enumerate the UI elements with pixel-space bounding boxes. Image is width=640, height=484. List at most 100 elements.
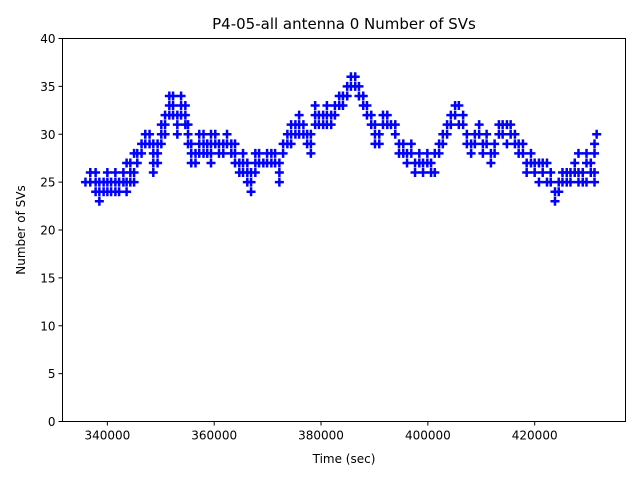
data-point — [168, 101, 178, 111]
data-point — [446, 120, 456, 130]
data-point — [183, 120, 193, 130]
data-point — [382, 110, 392, 120]
data-point — [570, 158, 580, 168]
x-axis-label: Time (sec) — [312, 452, 376, 466]
data-point — [482, 139, 492, 149]
y-tick-label: 5 — [48, 367, 56, 381]
data-point — [398, 139, 408, 149]
data-point — [160, 129, 170, 139]
data-point — [246, 187, 256, 197]
data-point — [183, 129, 193, 139]
data-point — [153, 158, 163, 168]
data-point — [550, 196, 560, 206]
data-point — [518, 139, 528, 149]
x-tick-label: 420000 — [512, 429, 558, 443]
data-point — [206, 148, 216, 158]
data-point — [274, 158, 284, 168]
data-point — [250, 168, 260, 178]
data-point — [306, 139, 316, 149]
data-point — [137, 148, 147, 158]
x-tick-label: 400000 — [405, 429, 451, 443]
data-point — [590, 139, 600, 149]
data-point — [458, 120, 468, 130]
data-point — [402, 158, 412, 168]
y-tick-label: 10 — [40, 319, 55, 333]
data-point — [306, 129, 316, 139]
data-point — [238, 148, 248, 158]
data-point — [160, 120, 170, 130]
data-point — [482, 129, 492, 139]
data-point — [450, 110, 460, 120]
data-point — [542, 158, 552, 168]
data-point — [322, 101, 332, 111]
data-point — [102, 168, 112, 178]
data-point — [554, 187, 564, 197]
data-point — [370, 120, 380, 130]
data-point — [454, 101, 464, 111]
data-point — [565, 177, 575, 187]
data-point — [218, 148, 228, 158]
y-axis-label: Number of SVs — [14, 185, 28, 274]
data-point — [358, 91, 368, 101]
data-points — [80, 72, 602, 206]
data-point — [458, 110, 468, 120]
data-point — [590, 168, 600, 178]
y-tick-label: 30 — [40, 128, 55, 142]
data-point — [306, 148, 316, 158]
data-point — [406, 139, 416, 149]
data-point — [510, 129, 520, 139]
data-point — [91, 168, 101, 178]
data-point — [206, 158, 216, 168]
data-point — [246, 177, 256, 187]
data-point — [526, 148, 536, 158]
data-point — [129, 177, 139, 187]
data-point — [310, 101, 320, 111]
data-point — [191, 158, 201, 168]
data-point — [530, 168, 540, 178]
data-point — [538, 168, 548, 178]
data-point — [426, 158, 436, 168]
data-point — [326, 120, 336, 130]
data-point — [274, 177, 284, 187]
data-point — [414, 148, 424, 158]
data-point — [186, 139, 196, 149]
data-point — [132, 158, 142, 168]
data-point — [466, 148, 476, 158]
x-tick-label: 360000 — [191, 429, 237, 443]
data-point — [172, 120, 182, 130]
data-point — [342, 91, 352, 101]
data-point — [502, 139, 512, 149]
data-point — [338, 101, 348, 111]
data-point — [546, 168, 556, 178]
data-point — [390, 129, 400, 139]
chart-title: P4-05-all antenna 0 Number of SVs — [212, 15, 476, 33]
data-point — [390, 120, 400, 130]
x-tick-label: 380000 — [298, 429, 344, 443]
y-tick-label: 15 — [40, 271, 55, 285]
data-point — [294, 110, 304, 120]
data-point — [366, 110, 376, 120]
data-point — [374, 139, 384, 149]
data-point — [486, 158, 496, 168]
data-point — [148, 168, 158, 178]
data-point — [498, 129, 508, 139]
data-point — [578, 168, 588, 178]
data-point — [573, 148, 583, 158]
data-point — [354, 81, 364, 91]
y-tick-label: 0 — [48, 415, 56, 429]
data-point — [490, 139, 500, 149]
data-point — [534, 177, 544, 187]
data-point — [478, 148, 488, 158]
data-point — [210, 129, 220, 139]
data-point — [362, 101, 372, 111]
data-point — [298, 120, 308, 130]
data-point — [156, 139, 166, 149]
data-point — [434, 148, 444, 158]
data-point — [230, 148, 240, 158]
data-point — [430, 168, 440, 178]
data-point — [374, 129, 384, 139]
data-point — [230, 139, 240, 149]
x-axis: 340000 360000 380000 400000 420000 — [84, 421, 558, 443]
